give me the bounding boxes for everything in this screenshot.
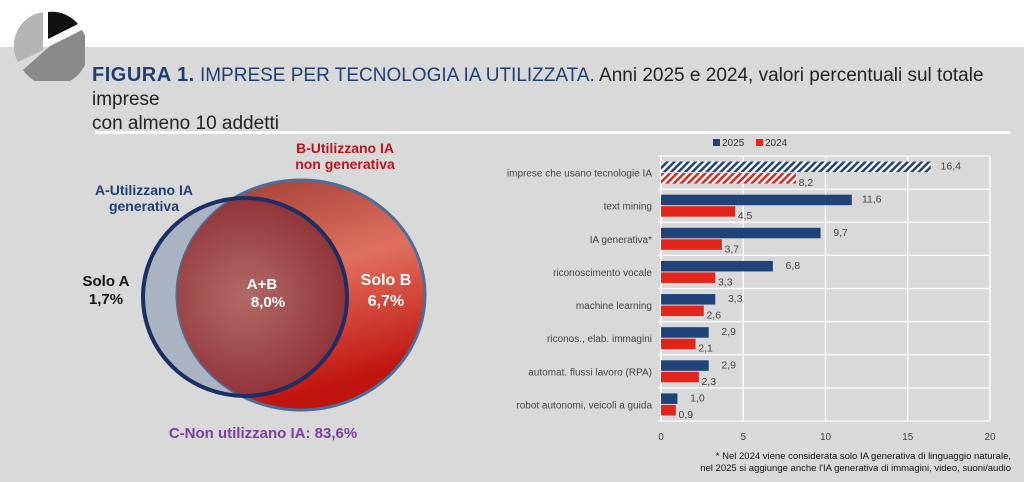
footnote-line-1: * Nel 2024 viene considerata solo IA gen… xyxy=(716,451,1011,462)
x-tick-label: 0 xyxy=(658,432,664,443)
footnote-line-2: nel 2025 si aggiunge anche l'IA generati… xyxy=(700,463,1011,474)
data-label-2025: 3,3 xyxy=(728,293,743,305)
bar-2024 xyxy=(661,272,716,283)
category-label: automat. flussi lavoro (RPA) xyxy=(528,367,652,378)
x-tick-label: 15 xyxy=(902,432,914,443)
figure-subtitle-2: con almeno 10 addetti xyxy=(92,113,279,134)
set-a-outline xyxy=(141,196,349,398)
figure-title: FIGURA 1. IMPRESE PER TECNOLOGIA IA UTIL… xyxy=(92,63,1022,136)
solo-a-value: 1,7% xyxy=(89,291,123,308)
bar-2025 xyxy=(661,327,709,338)
solo-b-label: Solo B xyxy=(361,272,412,289)
data-label-2025: 2,9 xyxy=(721,326,736,338)
bar-2025 xyxy=(661,161,931,173)
x-tick-label: 5 xyxy=(740,432,746,443)
legend-swatch-2025 xyxy=(713,139,720,146)
legend-label-2025: 2025 xyxy=(722,138,745,149)
bar-2025 xyxy=(661,294,716,305)
bar-2024 xyxy=(661,305,704,317)
data-label-2024: 3,7 xyxy=(725,243,740,255)
category-label: IA generativa* xyxy=(590,235,652,246)
data-label-2024: 2,1 xyxy=(698,343,713,355)
solo-b-value: 6,7% xyxy=(368,293,404,310)
venn-diagram: B-Utilizzano IA non generativa A-Utilizz… xyxy=(83,140,427,442)
bar-2025 xyxy=(661,260,773,272)
set-a-title: A-Utilizzano IA xyxy=(95,182,193,198)
x-tick-label: 10 xyxy=(820,432,832,443)
set-b-title-2: non generativa xyxy=(295,156,395,172)
category-label: text mining xyxy=(604,202,652,213)
set-a-title-2: generativa xyxy=(109,198,179,214)
figure-main-title: IMPRESE PER TECNOLOGIA IA UTILIZZATA. xyxy=(199,65,595,86)
set-c-label: C-Non utilizzano IA: 83,6% xyxy=(169,425,357,442)
data-label-2025: 16,4 xyxy=(941,161,962,173)
legend-label-2024: 2024 xyxy=(765,138,788,149)
ab-label: A+B xyxy=(247,276,278,293)
bar-2025 xyxy=(661,393,678,404)
bar-2024 xyxy=(661,173,796,184)
category-label: riconoscimento vocale xyxy=(553,268,652,279)
data-label-2025: 11,6 xyxy=(862,194,882,206)
bar-2024 xyxy=(661,239,722,250)
bar-2024 xyxy=(661,371,699,383)
bar-2024 xyxy=(661,338,696,350)
data-label-2024: 8,2 xyxy=(799,177,814,189)
bar-2024 xyxy=(661,404,676,416)
data-label-2025: 6,8 xyxy=(786,260,801,272)
data-label-2024: 3,3 xyxy=(718,276,733,288)
chart-legend: 2025 2024 xyxy=(713,138,788,149)
data-label-2025: 9,7 xyxy=(833,227,848,239)
bar-2025 xyxy=(661,194,852,206)
title-divider xyxy=(95,131,1010,134)
solo-a-label: Solo A xyxy=(83,273,130,290)
category-label: riconos., elab. immagini xyxy=(547,334,652,345)
x-tick-label: 20 xyxy=(984,432,996,443)
data-label-2024: 0,9 xyxy=(679,409,694,421)
data-label-2024: 2,6 xyxy=(706,310,721,322)
figure-subtitle: Anni 2025 e 2024, valori percentuali sul… xyxy=(92,65,984,110)
data-label-2025: 1,0 xyxy=(690,392,705,404)
pie-chart-logo-icon xyxy=(13,11,85,81)
category-label: robot autonomi, veicoli a guida xyxy=(516,400,652,411)
category-label: imprese che usano tecnologie IA xyxy=(507,169,652,180)
category-label: machine learning xyxy=(576,301,652,312)
bar-2025 xyxy=(661,360,709,371)
bar-2025 xyxy=(661,227,821,239)
ab-value: 8,0% xyxy=(251,294,285,311)
data-label-2024: 4,5 xyxy=(738,210,753,222)
data-label-2024: 2,3 xyxy=(702,376,717,388)
bar-2024 xyxy=(661,206,736,217)
legend-swatch-2024 xyxy=(756,139,763,146)
set-b-title: B-Utilizzano IA xyxy=(296,140,394,156)
data-label-2025: 2,9 xyxy=(721,359,736,371)
intersection-ab xyxy=(177,198,347,396)
figure-label: FIGURA 1. xyxy=(92,64,195,86)
